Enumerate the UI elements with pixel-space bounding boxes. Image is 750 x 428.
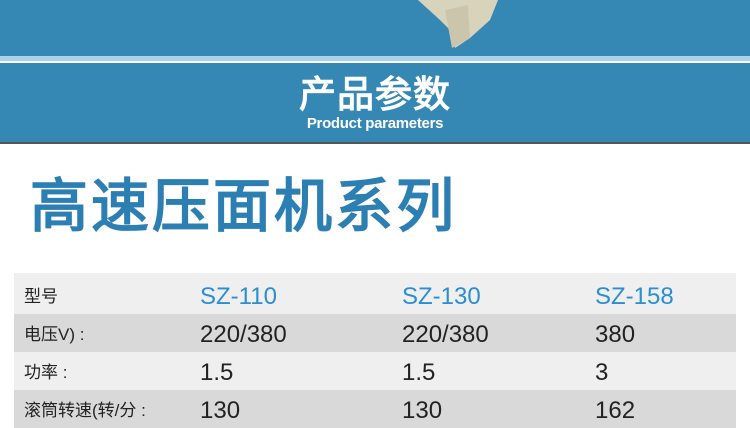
parameters-table: 型号 SZ-110 SZ-130 SZ-158 电压V) : 220/380 2…	[14, 273, 736, 428]
machine-image	[418, 0, 498, 48]
table-row: 功率 : 1.5 1.5 3	[14, 352, 736, 390]
model-cell: SZ-158	[595, 283, 674, 310]
value-cell: 1.5	[200, 359, 234, 386]
table-row: 型号 SZ-110 SZ-130 SZ-158	[14, 273, 736, 314]
value-cell: 220/380	[200, 321, 287, 348]
value-cell: 162	[595, 397, 636, 424]
header-title-en: Product parameters	[306, 115, 444, 132]
value-cell: 3	[595, 359, 609, 386]
series-title: 高速压面机系列	[30, 174, 458, 239]
value-cell: 130	[402, 397, 443, 424]
row-label: 型号	[24, 287, 58, 306]
top-banner	[0, 0, 750, 56]
row-label: 电压V) :	[24, 325, 85, 344]
table-row: 电压V) : 220/380 220/380 380	[14, 314, 736, 352]
row-label: 功率 :	[24, 363, 68, 382]
value-cell: 220/380	[402, 321, 489, 348]
value-cell: 380	[595, 321, 636, 348]
model-cell: SZ-110	[200, 283, 277, 310]
row-label: 滚筒转速(转/分 :	[24, 401, 146, 420]
value-cell: 130	[200, 397, 241, 424]
model-cell: SZ-130	[402, 283, 481, 310]
divider	[0, 56, 750, 61]
header-title-cn: 产品参数	[299, 74, 451, 115]
value-cell: 1.5	[402, 359, 436, 386]
section-header: 产品参数 Product parameters	[0, 63, 750, 144]
table-row: 滚筒转速(转/分 : 130 130 162	[14, 390, 736, 428]
